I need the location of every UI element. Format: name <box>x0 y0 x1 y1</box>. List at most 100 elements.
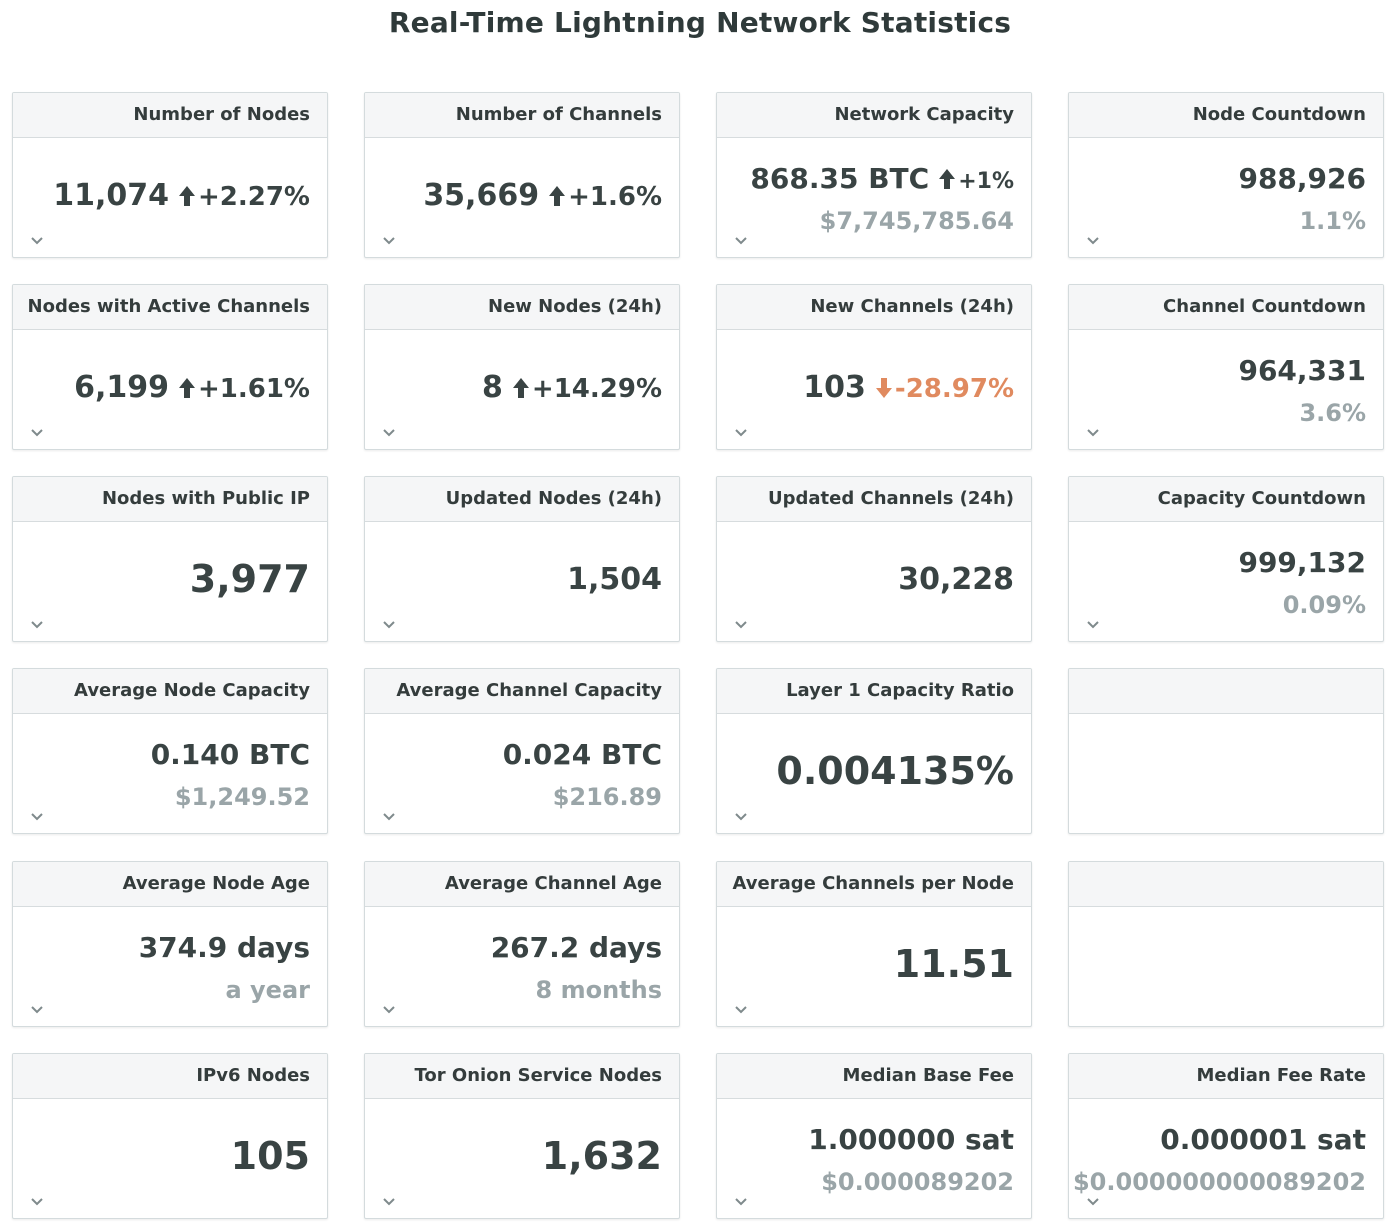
change-text: -28.97% <box>894 374 1014 404</box>
chevron-down-icon[interactable] <box>734 236 748 248</box>
card-title: New Nodes (24h) <box>365 285 679 330</box>
chevron-down-icon[interactable] <box>382 428 396 440</box>
chevron-down-icon[interactable] <box>382 812 396 824</box>
stat-value: 35,669 +1.6% <box>423 178 662 216</box>
stat-value: 988,926 <box>1238 162 1366 196</box>
arrow-up-icon <box>549 180 566 216</box>
stat-value-text: 267.2 days <box>490 931 662 964</box>
stat-card-median-base-fee: Median Base Fee 1.000000 sat $0.000089202 <box>716 1053 1032 1219</box>
card-body: 0.000001 sat $0.000000000089202 <box>1069 1099 1383 1218</box>
card-title: Network Capacity <box>717 93 1031 138</box>
chevron-down-icon[interactable] <box>734 620 748 632</box>
stat-value-text: 103 <box>803 370 866 405</box>
arrow-up-icon <box>179 372 195 408</box>
stat-value-text: 105 <box>230 1134 310 1178</box>
stat-card-average-node-capacity: Average Node Capacity 0.140 BTC $1,249.52 <box>12 668 328 834</box>
stat-value: 0.140 BTC <box>151 738 310 772</box>
page-title: Real-Time Lightning Network Statistics <box>388 6 1012 39</box>
stat-card-nodes-with-active-channels: Nodes with Active Channels 6,199 +1.61% <box>12 284 328 450</box>
chevron-down-icon[interactable] <box>1086 236 1100 248</box>
stat-card-new-channels-24h: New Channels (24h) 103 -28.97% <box>716 284 1032 450</box>
stat-card-empty-19 <box>1068 861 1384 1027</box>
card-body <box>1069 714 1383 833</box>
change-indicator: +1% <box>939 169 1014 194</box>
chevron-down-icon[interactable] <box>734 812 748 824</box>
card-title: Nodes with Public IP <box>13 477 327 522</box>
card-body: 868.35 BTC +1% $7,745,785.64 <box>717 138 1031 257</box>
card-body: 1,632 <box>365 1099 679 1218</box>
card-body: 35,669 +1.6% <box>365 138 679 257</box>
chevron-down-icon[interactable] <box>30 428 44 440</box>
stat-card-network-capacity: Network Capacity 868.35 BTC +1% $7,745,785.… <box>716 92 1032 258</box>
card-body: 3,977 <box>13 522 327 641</box>
card-title <box>1069 862 1383 907</box>
stat-value: 11,074 +2.27% <box>53 178 310 216</box>
stat-card-updated-nodes-24h: Updated Nodes (24h) 1,504 <box>364 476 680 642</box>
chevron-down-icon[interactable] <box>734 1197 748 1209</box>
stat-subvalue: 1.1% <box>1299 207 1366 235</box>
card-title: Updated Channels (24h) <box>717 477 1031 522</box>
stat-value: 1.000000 sat <box>808 1123 1014 1157</box>
stat-value: 11.51 <box>894 941 1014 987</box>
card-title: Median Base Fee <box>717 1054 1031 1099</box>
stat-value: 103 -28.97% <box>803 370 1014 408</box>
stat-card-number-of-channels: Number of Channels 35,669 +1.6% <box>364 92 680 258</box>
chevron-down-icon[interactable] <box>734 1005 748 1017</box>
card-title: IPv6 Nodes <box>13 1054 327 1099</box>
stat-value-text: 988,926 <box>1238 162 1366 195</box>
stat-card-ipv6-nodes: IPv6 Nodes 105 <box>12 1053 328 1219</box>
card-body: 30,228 <box>717 522 1031 641</box>
card-title: Average Channel Age <box>365 862 679 907</box>
stat-subvalue: $216.89 <box>552 783 662 811</box>
card-body: 105 <box>13 1099 327 1218</box>
stat-value: 105 <box>231 1133 310 1179</box>
stat-value-text: 35,669 <box>423 178 540 213</box>
chevron-down-icon[interactable] <box>382 1005 396 1017</box>
card-body: 0.140 BTC $1,249.52 <box>13 714 327 833</box>
stat-value: 0.000001 sat <box>1160 1123 1366 1157</box>
chevron-down-icon[interactable] <box>382 236 396 248</box>
stat-subvalue: 3.6% <box>1299 399 1366 427</box>
stat-subvalue: $0.000089202 <box>821 1168 1014 1196</box>
chevron-down-icon[interactable] <box>1086 1197 1100 1209</box>
stat-subvalue: $0.000000000089202 <box>1072 1168 1366 1196</box>
card-title: Channel Countdown <box>1069 285 1383 330</box>
chevron-down-icon[interactable] <box>30 812 44 824</box>
chevron-down-icon[interactable] <box>382 1197 396 1209</box>
stat-value: 0.004135% <box>776 748 1014 794</box>
stat-value: 30,228 <box>898 562 1014 598</box>
change-indicator: +14.29% <box>512 374 662 404</box>
stat-value-text: 1.000000 sat <box>808 1123 1014 1156</box>
card-title: Tor Onion Service Nodes <box>365 1054 679 1099</box>
stat-subvalue: $7,745,785.64 <box>819 207 1014 235</box>
card-title: Nodes with Active Channels <box>13 285 327 330</box>
chevron-down-icon[interactable] <box>1086 620 1100 632</box>
chevron-down-icon[interactable] <box>30 1005 44 1017</box>
card-body: 11.51 <box>717 907 1031 1026</box>
change-indicator: +1.6% <box>549 182 662 212</box>
chevron-down-icon[interactable] <box>30 620 44 632</box>
card-body: 964,331 3.6% <box>1069 330 1383 449</box>
stat-value-text: 3,977 <box>189 557 310 601</box>
stat-value: 868.35 BTC +1% <box>750 162 1014 200</box>
stat-value-text: 374.9 days <box>138 931 310 964</box>
stat-value: 6,199 +1.61% <box>74 370 310 408</box>
stat-value-text: 999,132 <box>1238 546 1366 579</box>
stat-card-average-channels-per-node: Average Channels per Node 11.51 <box>716 861 1032 1027</box>
chevron-down-icon[interactable] <box>30 1197 44 1209</box>
chevron-down-icon[interactable] <box>30 236 44 248</box>
change-text: +14.29% <box>531 374 662 404</box>
stat-card-empty-15 <box>1068 668 1384 834</box>
card-body: 988,926 1.1% <box>1069 138 1383 257</box>
stat-value-text: 964,331 <box>1238 354 1366 387</box>
stat-card-average-channel-age: Average Channel Age 267.2 days 8 months <box>364 861 680 1027</box>
stat-value: 1,632 <box>542 1133 662 1179</box>
card-title: Average Channel Capacity <box>365 669 679 714</box>
stat-value-text: 8 <box>482 370 503 405</box>
stat-card-updated-channels-24h: Updated Channels (24h) 30,228 <box>716 476 1032 642</box>
stat-card-tor-onion-service-nodes: Tor Onion Service Nodes 1,632 <box>364 1053 680 1219</box>
chevron-down-icon[interactable] <box>1086 428 1100 440</box>
chevron-down-icon[interactable] <box>734 428 748 440</box>
stat-value-text: 6,199 <box>74 370 169 405</box>
chevron-down-icon[interactable] <box>382 620 396 632</box>
